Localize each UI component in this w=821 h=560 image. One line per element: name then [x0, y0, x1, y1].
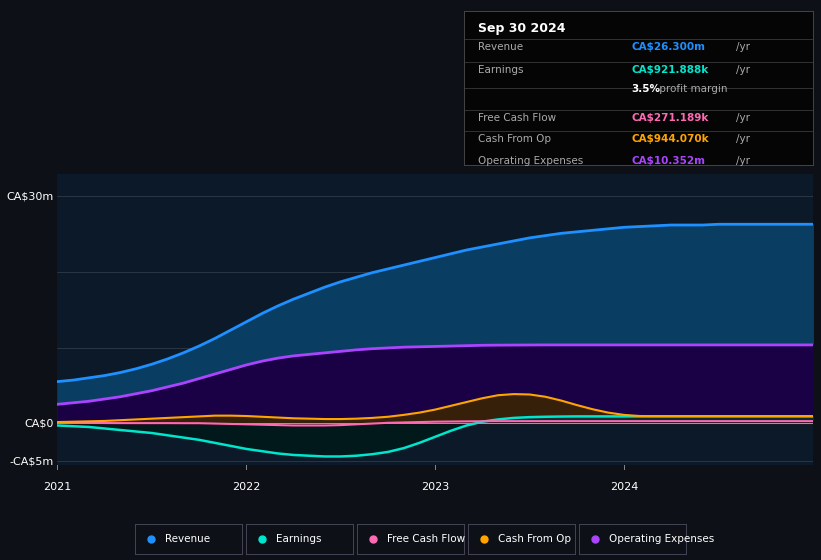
Text: 2023: 2023 [421, 482, 449, 492]
Text: 3.5%: 3.5% [631, 83, 660, 94]
Text: 2024: 2024 [610, 482, 638, 492]
Text: 2022: 2022 [232, 482, 260, 492]
Text: Free Cash Flow: Free Cash Flow [387, 534, 466, 544]
Text: Operating Expenses: Operating Expenses [478, 156, 583, 166]
Text: profit margin: profit margin [656, 83, 727, 94]
Text: /yr: /yr [736, 113, 750, 123]
Text: Cash From Op: Cash From Op [478, 134, 551, 144]
Text: Revenue: Revenue [165, 534, 210, 544]
Text: Revenue: Revenue [478, 42, 523, 52]
Text: CA$0: CA$0 [24, 418, 53, 428]
Text: /yr: /yr [736, 42, 750, 52]
Text: Operating Expenses: Operating Expenses [608, 534, 714, 544]
Text: CA$921.888k: CA$921.888k [631, 65, 709, 75]
Text: /yr: /yr [736, 65, 750, 75]
Text: CA$30m: CA$30m [6, 192, 53, 201]
Text: Free Cash Flow: Free Cash Flow [478, 113, 556, 123]
Text: Sep 30 2024: Sep 30 2024 [478, 22, 566, 35]
Text: CA$10.352m: CA$10.352m [631, 156, 705, 166]
Text: /yr: /yr [736, 156, 750, 166]
Text: CA$271.189k: CA$271.189k [631, 113, 709, 123]
Text: CA$26.300m: CA$26.300m [631, 42, 705, 52]
Text: Cash From Op: Cash From Op [498, 534, 571, 544]
Text: Earnings: Earnings [276, 534, 322, 544]
Text: CA$944.070k: CA$944.070k [631, 134, 709, 144]
Text: 2021: 2021 [44, 482, 71, 492]
Text: -CA$5m: -CA$5m [9, 456, 53, 466]
Text: Earnings: Earnings [478, 65, 523, 75]
Text: /yr: /yr [736, 134, 750, 144]
